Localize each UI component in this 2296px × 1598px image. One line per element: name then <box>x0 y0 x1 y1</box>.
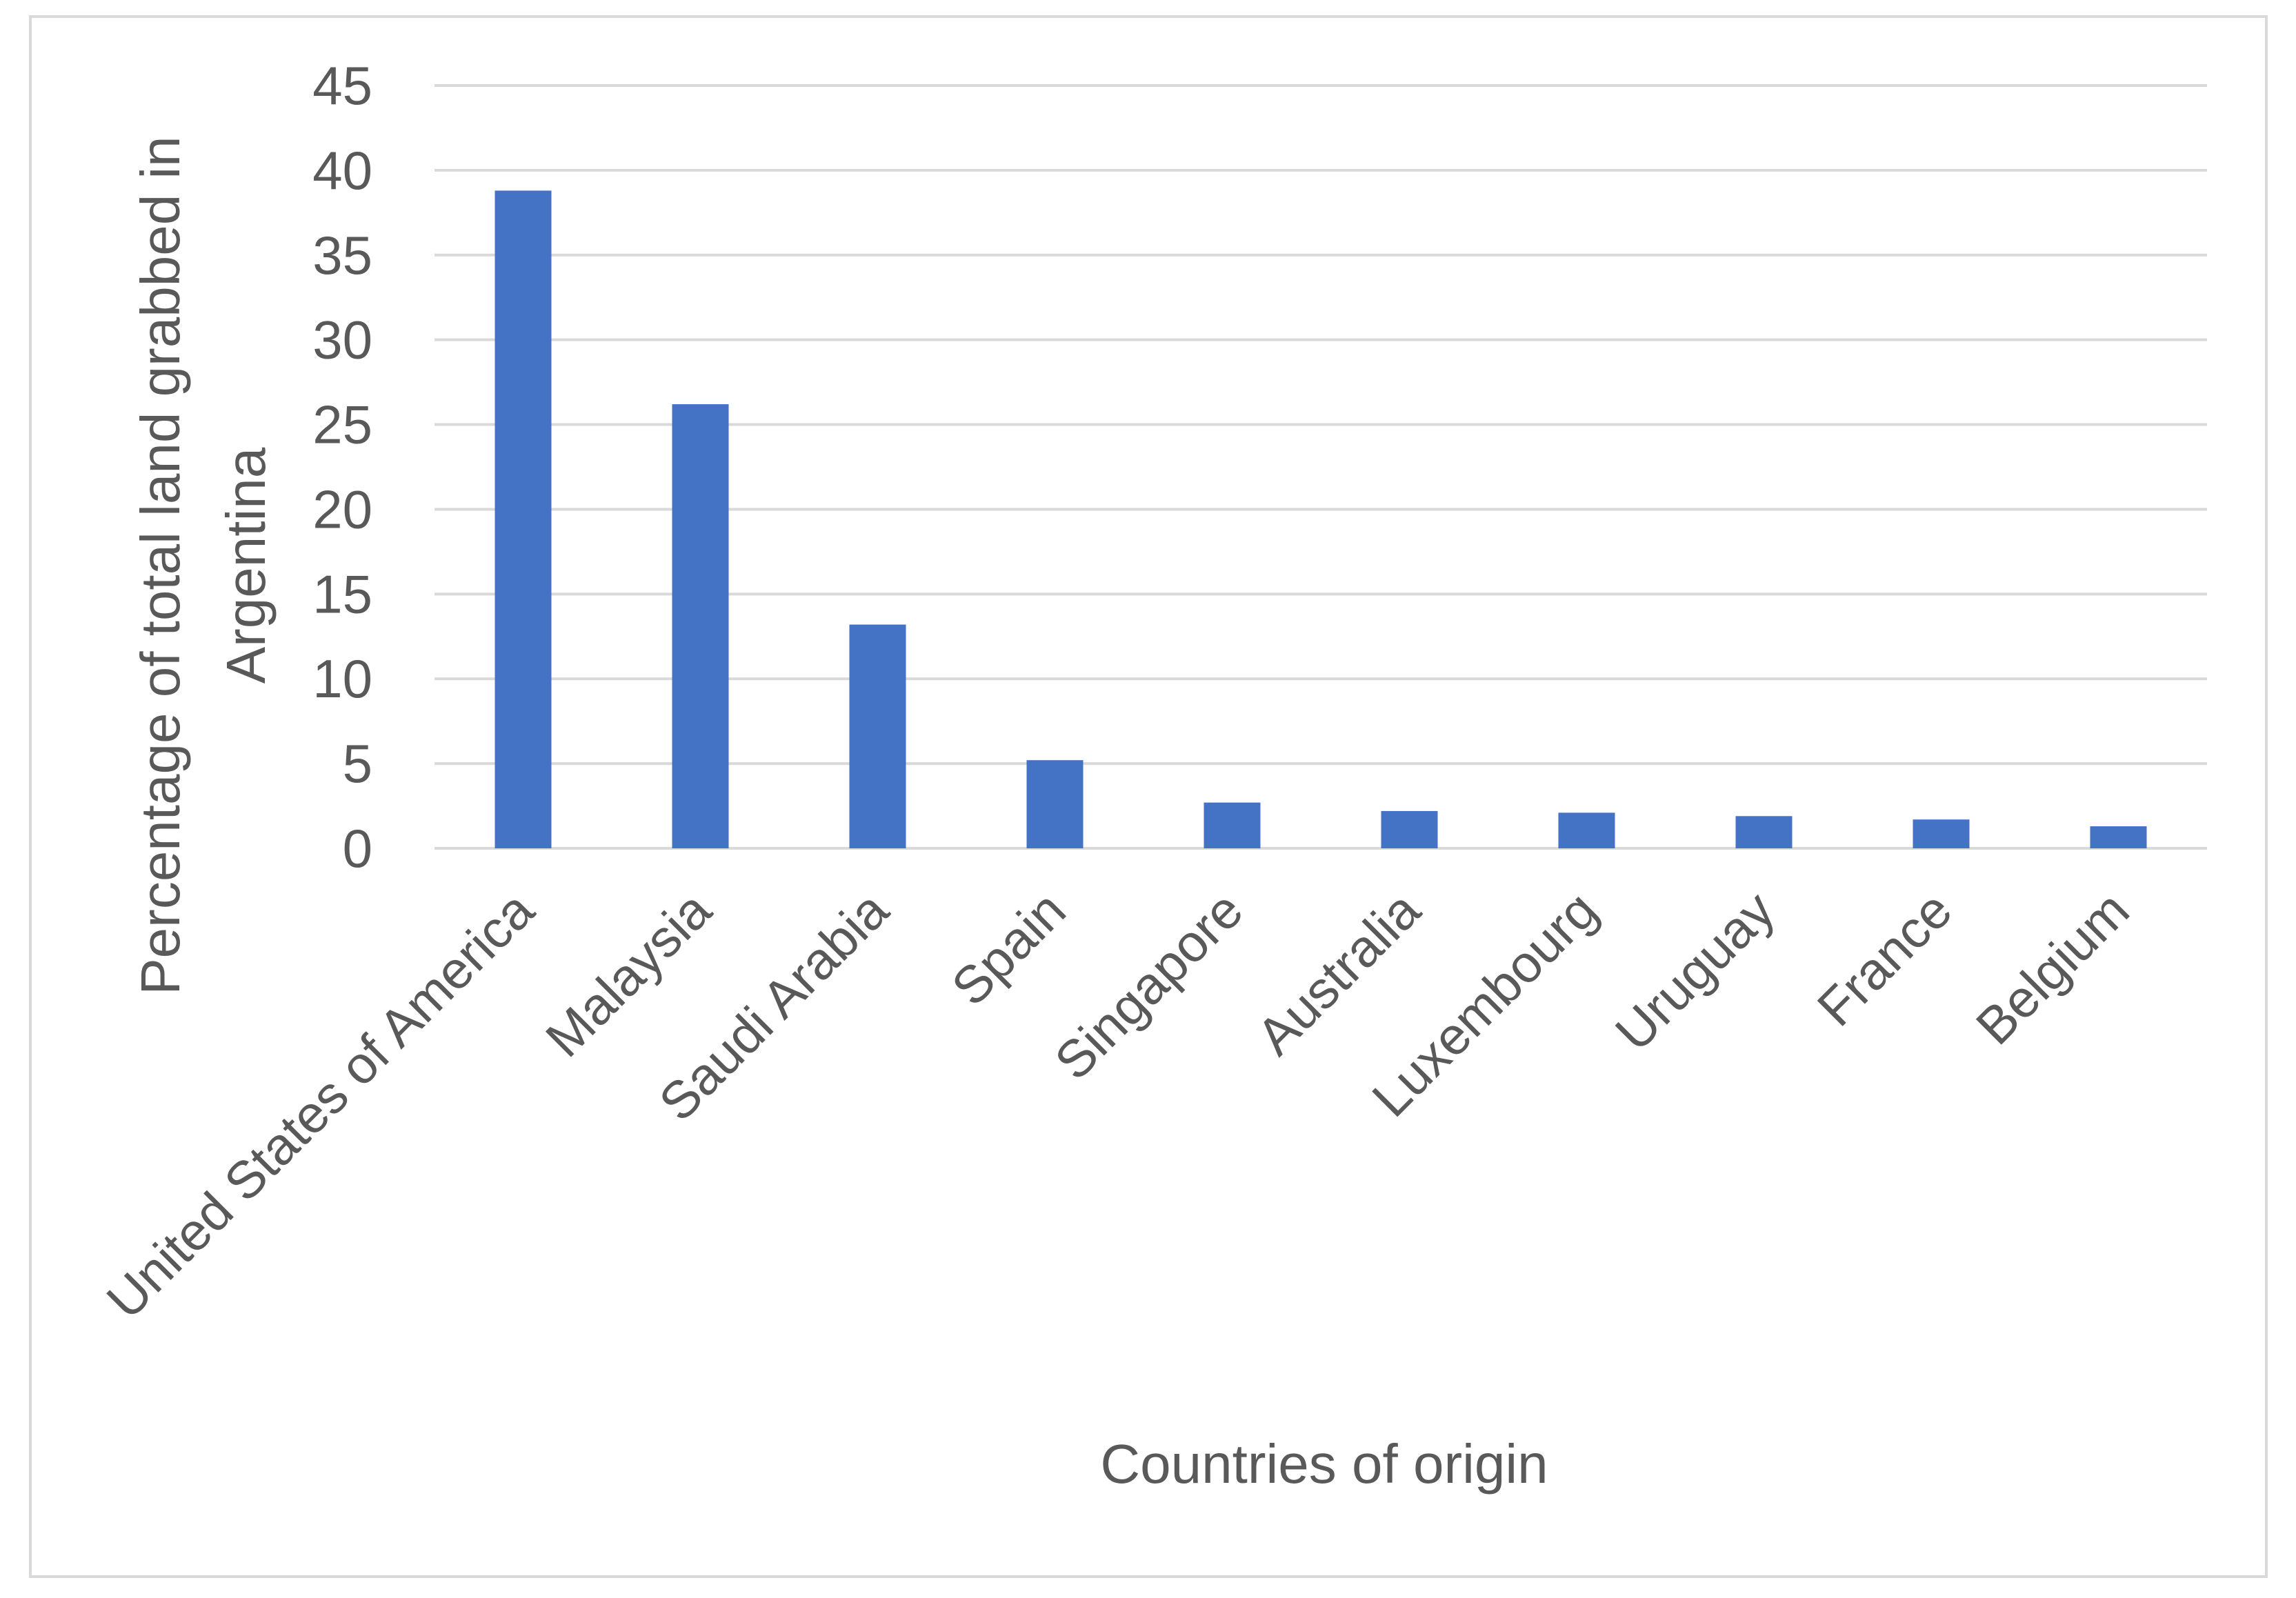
bar-singapore <box>1204 802 1261 848</box>
x-category-label: Spain <box>941 881 1077 1017</box>
y-tick-label: 10 <box>312 648 372 709</box>
x-category-label: Uruguay <box>1604 881 1786 1062</box>
bar-malaysia <box>672 404 729 848</box>
x-axis-title: Countries of origin <box>1100 1433 1548 1495</box>
y-tick-label: 40 <box>312 140 372 201</box>
y-tick-label: 5 <box>343 733 372 794</box>
y-tick-label: 0 <box>343 818 372 879</box>
bars <box>495 190 2147 849</box>
bar-spain <box>1026 760 1084 848</box>
y-axis-title-line: Percentage of total land grabbed in <box>130 136 191 995</box>
y-tick-label: 15 <box>312 563 372 624</box>
y-tick-label: 25 <box>312 394 372 455</box>
x-category-label: Australia <box>1246 880 1432 1066</box>
y-tick-label: 20 <box>312 479 372 539</box>
x-category-label: Singapore <box>1044 881 1254 1091</box>
bar-uruguay <box>1735 816 1793 848</box>
y-axis-title-line: Argentina <box>215 447 277 683</box>
x-category-label: Belgium <box>1965 881 2140 1056</box>
bar-france <box>1913 819 1970 848</box>
y-axis-title: Percentage of total land grabbed in Argen… <box>130 136 277 995</box>
x-category-label: Malaysia <box>535 880 723 1068</box>
bar-united-states-of-america <box>495 190 552 849</box>
x-category-label: France <box>1806 881 1963 1037</box>
y-tick-label: 45 <box>312 55 372 116</box>
bar-australia <box>1381 810 1438 848</box>
y-tick-label: 30 <box>312 310 372 370</box>
bar-saudi-arabia <box>849 624 906 848</box>
chart-frame <box>29 15 2268 1578</box>
gridlines <box>435 84 2207 850</box>
y-axis-ticks: 0 5 10 15 20 25 30 35 40 45 <box>312 55 372 879</box>
y-tick-label: 35 <box>312 225 372 286</box>
bar-luxembourg <box>1558 812 1615 848</box>
bar-belgium <box>2090 826 2147 848</box>
